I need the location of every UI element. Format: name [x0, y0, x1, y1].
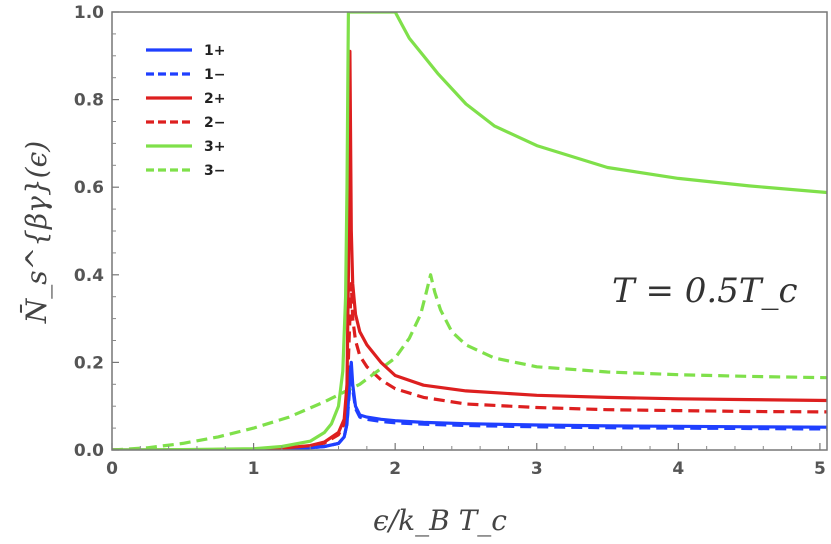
y-axis-label: N̄_s^{βγ}(ϵ)	[19, 141, 53, 324]
tick-layer: 0 1 2 3 4 5 0.0 0.2 0.4 0.6 0.8 1.0	[74, 3, 826, 479]
x-tick-label: 4	[672, 459, 684, 479]
series-line-6	[112, 273, 827, 450]
y-tick-label: 0.8	[74, 91, 104, 111]
x-axis-label: ϵ/k_B T_c	[373, 504, 507, 537]
temperature-annotation: T = 0.5T_c	[612, 271, 798, 311]
series-layer	[112, 12, 827, 450]
series-line-5	[112, 12, 827, 450]
legend-label-2: 1−	[204, 67, 225, 83]
series-line-1	[112, 360, 827, 450]
x-tick-label: 3	[531, 459, 543, 479]
legend-label-4: 2−	[204, 115, 225, 131]
series-line-3	[112, 49, 827, 450]
y-tick-label: 0.0	[74, 441, 104, 461]
x-tick-label: 0	[106, 459, 118, 479]
y-tick-label: 0.6	[74, 178, 104, 198]
legend: 1+ 1− 2+ 2− 3+ 3−	[146, 43, 225, 179]
legend-label-6: 3−	[204, 163, 225, 179]
x-tick-label: 2	[389, 459, 401, 479]
x-tick-label: 5	[814, 459, 826, 479]
legend-label-5: 3+	[204, 139, 225, 155]
y-tick-label: 0.2	[74, 353, 104, 373]
y-tick-label: 1.0	[74, 3, 104, 23]
legend-label-3: 2+	[204, 91, 225, 107]
x-tick-label: 1	[248, 459, 260, 479]
legend-label-1: 1+	[204, 43, 225, 59]
y-tick-label: 0.4	[74, 266, 104, 286]
